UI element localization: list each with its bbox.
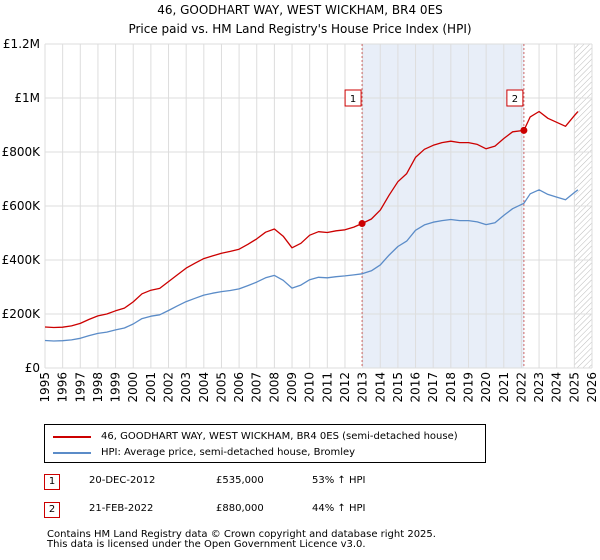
- sale-point: [358, 220, 366, 228]
- x-tick-label: 2001: [144, 372, 158, 403]
- x-tick-label: 2023: [532, 372, 546, 403]
- x-tick-label: 2018: [444, 372, 458, 403]
- transaction-price: £880,000: [216, 503, 264, 514]
- x-tick-label: 2024: [550, 372, 564, 403]
- sale-point: [520, 126, 528, 134]
- y-tick-label: £200K: [2, 307, 42, 321]
- transaction-row: 2 21-FEB-2022 £880,000 44% ↑ HPI: [0, 500, 600, 524]
- y-tick-label: £1.2M: [3, 37, 40, 51]
- x-tick-label: 2016: [409, 372, 423, 403]
- y-tick-label: £600K: [2, 199, 42, 213]
- x-tick-label: 2005: [214, 372, 228, 403]
- chart-title: 46, GOODHART WAY, WEST WICKHAM, BR4 0ES: [157, 3, 443, 17]
- x-tick-label: 2017: [426, 372, 440, 403]
- x-tick-label: 2013: [356, 372, 370, 403]
- annotation-label: 2: [512, 94, 518, 105]
- x-tick-label: 2003: [179, 372, 193, 403]
- footer-line-1: Contains HM Land Registry data © Crown c…: [47, 529, 436, 540]
- transaction-row: 1 20-DEC-2012 £535,000 53% ↑ HPI: [0, 472, 600, 496]
- legend-label-property: 46, GOODHART WAY, WEST WICKHAM, BR4 0ES …: [101, 431, 458, 442]
- x-tick-label: 1996: [56, 372, 70, 403]
- x-tick-label: 2010: [303, 372, 317, 403]
- x-tick-label: 2007: [250, 372, 264, 403]
- series-line-hpi: [44, 189, 579, 342]
- x-tick-label: 2008: [267, 372, 281, 403]
- chart-subtitle: Price paid vs. HM Land Registry's House …: [128, 22, 471, 36]
- y-tick-label: £800K: [2, 145, 42, 159]
- series-line-property: [44, 110, 579, 329]
- x-tick-label: 2022: [514, 372, 528, 403]
- transaction-date: 21-FEB-2022: [89, 503, 154, 514]
- transaction-hpi: 44% ↑ HPI: [312, 503, 366, 514]
- transaction-badge: 2: [44, 502, 60, 518]
- footer-line-2: This data is licensed under the Open Gov…: [47, 539, 366, 550]
- x-tick-label: 2006: [232, 372, 246, 403]
- annotation-box: [506, 89, 524, 107]
- transaction-price: £535,000: [216, 475, 264, 486]
- x-tick-label: 2004: [197, 372, 211, 403]
- x-tick-label: 2009: [285, 372, 299, 403]
- x-tick-label: 1997: [73, 372, 87, 403]
- x-tick-label: 2011: [320, 372, 334, 403]
- transaction-date: 20-DEC-2012: [89, 475, 156, 486]
- legend-swatch-hpi: [53, 452, 91, 454]
- x-tick-label: 1999: [109, 372, 123, 403]
- x-tick-label: 2020: [479, 372, 493, 403]
- annotation-box: [344, 89, 362, 107]
- transaction-badge: 1: [44, 474, 60, 490]
- x-tick-label: 1998: [91, 372, 105, 403]
- annotation-label: 1: [350, 94, 356, 105]
- x-tick-label: 2015: [391, 372, 405, 403]
- x-tick-label: 2002: [162, 372, 176, 403]
- x-tick-label: 2026: [585, 372, 599, 403]
- y-tick-label: £1M: [14, 91, 40, 105]
- x-tick-label: 2014: [373, 372, 387, 403]
- legend: 46, GOODHART WAY, WEST WICKHAM, BR4 0ES …: [44, 424, 486, 463]
- y-tick-label: £0: [25, 361, 40, 375]
- x-tick-label: 2019: [461, 372, 475, 403]
- price-chart: 46, GOODHART WAY, WEST WICKHAM, BR4 0ES …: [2, 3, 599, 403]
- x-tick-label: 2000: [126, 372, 140, 403]
- y-tick-label: £400K: [2, 253, 42, 267]
- legend-swatch-property: [53, 436, 91, 438]
- x-tick-label: 2012: [338, 372, 352, 403]
- footer: Contains HM Land Registry data © Crown c…: [47, 530, 436, 550]
- transaction-hpi: 53% ↑ HPI: [312, 475, 366, 486]
- x-tick-label: 2025: [567, 372, 581, 403]
- x-tick-label: 1995: [38, 372, 52, 403]
- x-tick-label: 2021: [497, 372, 511, 403]
- legend-label-hpi: HPI: Average price, semi-detached house,…: [101, 447, 356, 458]
